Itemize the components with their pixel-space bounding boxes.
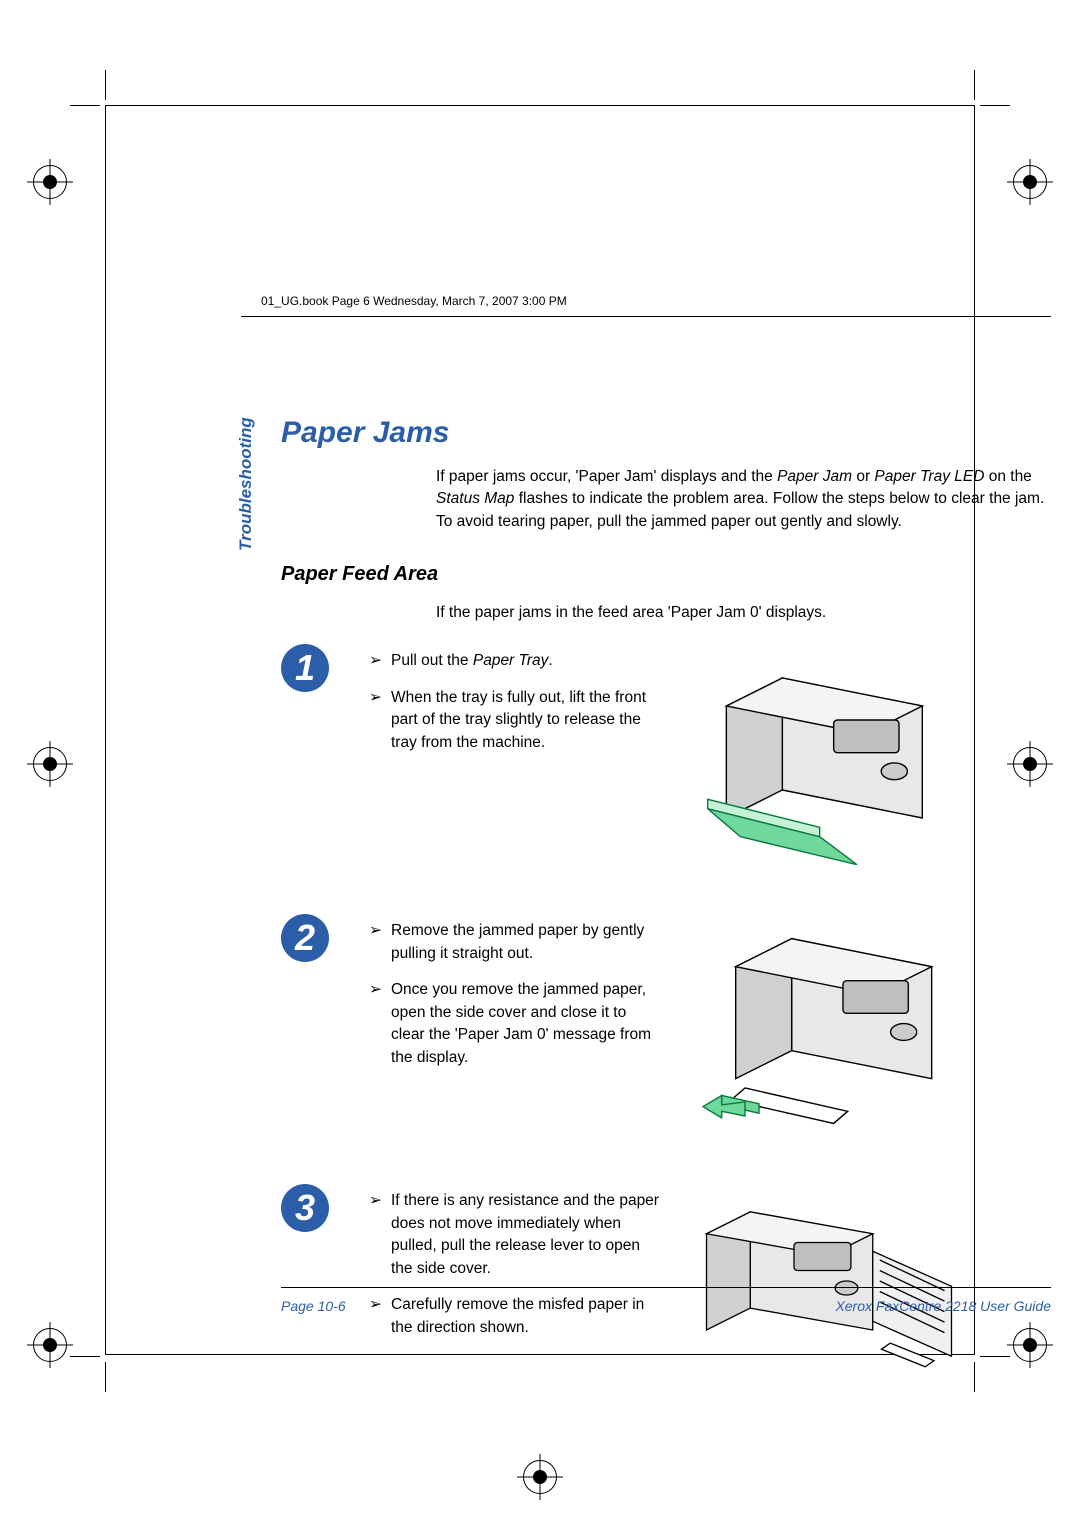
step-2: 2 ➢Remove the jammed paper by gently pul…	[281, 920, 1051, 1150]
step-text: ➢Pull out the Paper Tray. ➢When the tray…	[369, 650, 659, 768]
printer-side-cover-icon	[689, 1190, 969, 1374]
reg-mark-tl	[33, 165, 67, 199]
crop-tick	[974, 70, 975, 100]
step-text: ➢If there is any resistance and the pape…	[369, 1190, 659, 1353]
bullet-arrow-icon: ➢	[369, 1190, 391, 1280]
reg-mark-tr	[1013, 165, 1047, 199]
bullet-text: Pull out the Paper Tray.	[391, 650, 659, 672]
section-subhead: Paper Feed Area	[281, 563, 1051, 586]
step-illustration	[689, 1190, 969, 1374]
content-area: If paper jams occur, 'Paper Jam' display…	[281, 466, 1051, 1390]
crop-tick	[70, 105, 100, 106]
page-footer: Page 10-6 Xerox FaxCentre 2218 User Guid…	[281, 1287, 1051, 1314]
step-1: 1 ➢Pull out the Paper Tray. ➢When the tr…	[281, 650, 1051, 880]
printer-tray-out-icon	[689, 650, 969, 865]
step-text: ➢Remove the jammed paper by gently pulli…	[369, 920, 659, 1083]
intro-paragraph: If paper jams occur, 'Paper Jam' display…	[436, 466, 1051, 533]
header-file-stamp: 01_UG.book Page 6 Wednesday, March 7, 20…	[261, 294, 567, 308]
crop-tick	[105, 70, 106, 100]
bullet-arrow-icon: ➢	[369, 979, 391, 1069]
section-note: If the paper jams in the feed area 'Pape…	[436, 604, 1051, 622]
crop-tick	[70, 1356, 100, 1357]
crop-tick	[105, 1362, 106, 1392]
step-number-badge: 1	[281, 644, 329, 692]
bullet-text: Remove the jammed paper by gently pullin…	[391, 920, 659, 965]
step-number: 1	[295, 650, 315, 686]
header-rule	[241, 316, 1051, 317]
step-number-badge: 2	[281, 914, 329, 962]
page-frame: 01_UG.book Page 6 Wednesday, March 7, 20…	[105, 105, 975, 1355]
reg-mark-bl	[33, 1328, 67, 1362]
step-number: 3	[295, 1190, 315, 1226]
step-number-badge: 3	[281, 1184, 329, 1232]
bullet-arrow-icon: ➢	[369, 920, 391, 965]
page-title: Paper Jams	[281, 416, 449, 450]
bullet-arrow-icon: ➢	[369, 650, 391, 672]
bullet-text: When the tray is fully out, lift the fro…	[391, 687, 659, 754]
crop-tick	[980, 105, 1010, 106]
bullet-text: If there is any resistance and the paper…	[391, 1190, 659, 1280]
step-number: 2	[295, 920, 315, 956]
bullet-text: Once you remove the jammed paper, open t…	[391, 979, 659, 1069]
bullet-arrow-icon: ➢	[369, 687, 391, 754]
step-illustration	[689, 920, 969, 1135]
sidebar-section-label: Troubleshooting	[236, 417, 256, 551]
step-illustration	[689, 650, 969, 865]
printer-paper-pull-icon	[689, 920, 969, 1135]
reg-mark-bc	[523, 1460, 557, 1494]
footer-page-number: Page 10-6	[281, 1298, 346, 1314]
footer-guide-title: Xerox FaxCentre 2218 User Guide	[835, 1298, 1051, 1314]
reg-mark-ml	[33, 747, 67, 781]
